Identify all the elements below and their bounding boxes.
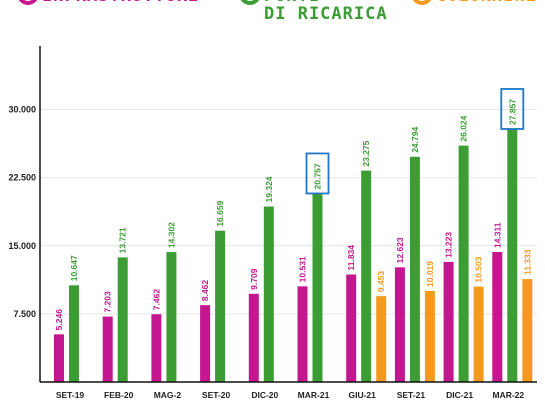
y-tick-label: 22.500: [8, 173, 36, 183]
x-category-label: DIC-21: [446, 390, 473, 400]
value-label: 11.333: [522, 249, 532, 275]
value-label: 20.757: [313, 163, 323, 189]
bar-infrastrutture: [151, 314, 162, 382]
bar-punti-di-ricarica: [117, 257, 128, 382]
legend-swatch-punti: [240, 0, 260, 5]
value-label: 16.659: [215, 200, 225, 226]
x-category-label: GIU-21: [348, 390, 376, 400]
value-label: 12.623: [395, 237, 405, 263]
x-category-label: SET-21: [397, 390, 426, 400]
bar-colonnine: [473, 286, 484, 382]
y-tick-label: 30.000: [8, 105, 36, 115]
x-category-label: DIC-20: [251, 390, 278, 400]
highlight-box: [500, 88, 525, 130]
y-tick-label: 7.500: [13, 309, 36, 319]
bar-colonnine: [522, 279, 533, 382]
bar-infrastrutture: [346, 274, 357, 382]
bar-infrastrutture: [492, 252, 503, 382]
bar-punti-di-ricarica: [312, 193, 323, 382]
y-tick-label: 15.000: [8, 241, 36, 251]
x-category-label: MAG-2: [154, 390, 182, 400]
value-label: 14.311: [492, 222, 502, 248]
value-label: 24.794: [410, 127, 420, 153]
value-label: 9.453: [376, 271, 386, 293]
value-label: 26.024: [459, 115, 469, 141]
value-label: 19.324: [264, 176, 274, 202]
bar-infrastrutture: [443, 261, 454, 382]
value-label: 10.647: [69, 255, 79, 281]
x-category-label: MAR-22: [492, 390, 524, 400]
legend-swatch-infrastrutture: [18, 0, 38, 5]
bar-infrastrutture: [297, 286, 308, 382]
value-labels: 5.246 10.647 7.203 13.721 7.462 14.302 8.462 16…: [54, 88, 532, 331]
highlight-box: [305, 152, 330, 195]
legend: INFRASTRUTTURE PUNTIDI RICARICA COLONNINE: [18, 0, 537, 24]
value-label: 11.834: [346, 245, 356, 271]
value-label: 27.857: [507, 99, 517, 125]
y-axis-ticks: 7.500 15.000 22.500 30.000: [8, 105, 36, 319]
bar-punti-di-ricarica: [69, 285, 79, 382]
value-label: 10.019: [425, 261, 435, 287]
bar-punti-di-ricarica: [361, 170, 372, 382]
bar-infrastrutture: [54, 334, 64, 382]
bar-punti-di-ricarica: [507, 128, 518, 382]
bars: [54, 128, 533, 382]
bar-punti-di-ricarica: [215, 230, 226, 382]
legend-label-colonnine: COLONNINE: [436, 0, 537, 6]
value-label: 8.462: [200, 280, 210, 302]
bar-punti-di-ricarica: [458, 145, 469, 382]
legend-label-infrastrutture: INFRASTRUTTURE: [42, 0, 199, 6]
value-label: 10.503: [474, 256, 484, 282]
value-label: 9.709: [249, 268, 259, 290]
bar-punti-di-ricarica: [263, 206, 274, 382]
x-category-label: MAR-21: [298, 390, 330, 400]
value-label: 7.462: [151, 289, 161, 311]
bar-infrastrutture: [102, 316, 113, 382]
value-label: 7.203: [103, 291, 113, 313]
legend-label-punti-line1: PUNTI: [264, 0, 320, 6]
bar-infrastrutture: [394, 267, 405, 382]
bar-punti-di-ricarica: [409, 156, 420, 382]
value-label: 13.223: [444, 232, 454, 258]
bar-infrastrutture: [248, 293, 259, 382]
x-category-label: FEB-20: [104, 390, 134, 400]
value-label: 5.246: [54, 309, 64, 331]
value-label: 23.275: [361, 140, 371, 166]
value-label: 10.531: [298, 256, 308, 282]
value-label: 14.302: [166, 222, 176, 248]
legend-label-punti-line2: DI RICARICA: [264, 4, 388, 24]
x-category-label: SET-19: [56, 390, 85, 400]
bar-colonnine: [424, 290, 435, 382]
value-label: 13.721: [118, 227, 128, 253]
bar-infrastrutture: [200, 305, 211, 382]
x-axis-labels: SET-19 FEB-20 MAG-2 SET-20 DIC-20 MAR-21 GIU-2…: [56, 390, 525, 400]
bar-punti-di-ricarica: [166, 252, 177, 382]
x-category-label: SET-20: [202, 390, 231, 400]
legend-swatch-colonnine: [412, 0, 432, 5]
bar-colonnine: [376, 296, 387, 382]
